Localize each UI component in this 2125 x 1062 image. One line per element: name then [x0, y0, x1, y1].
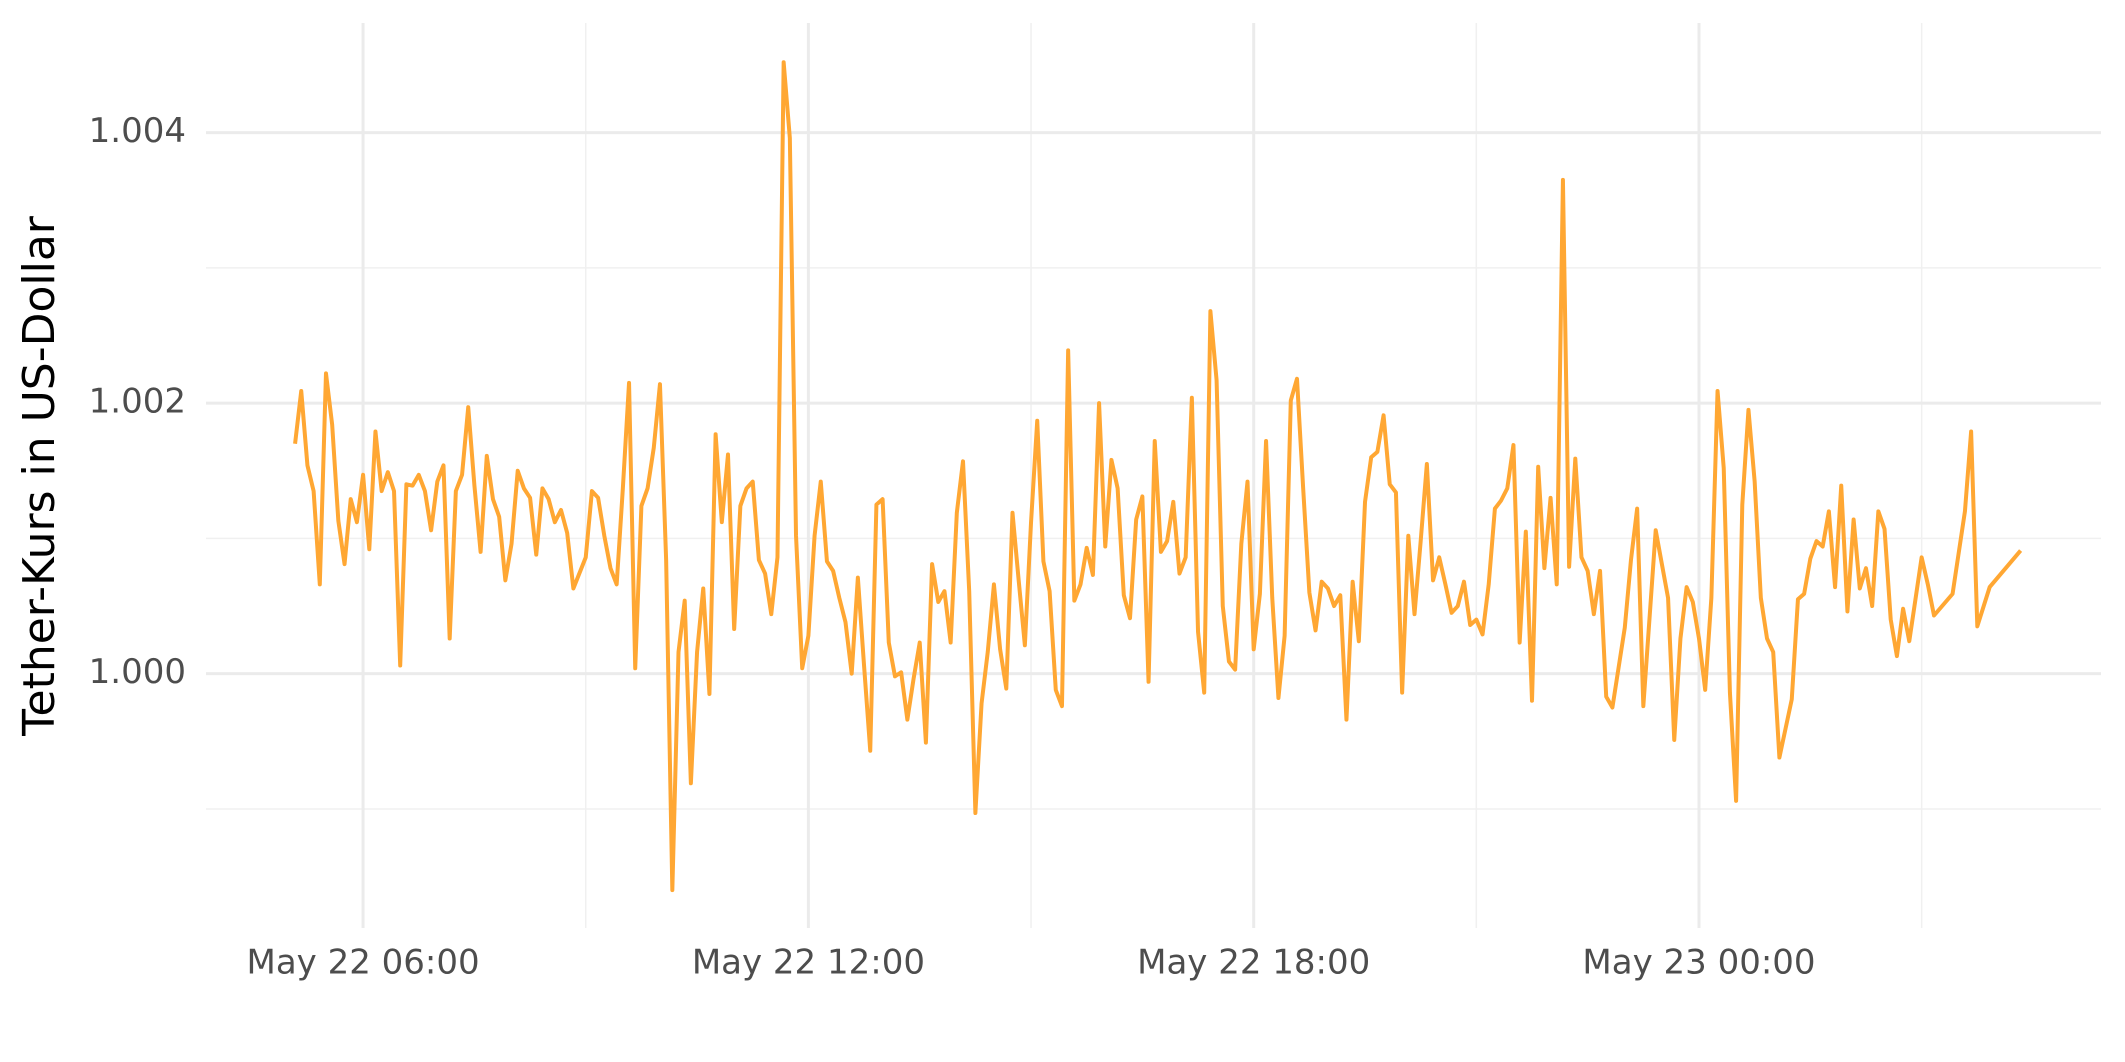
y-axis-title: Tether-Kurs in US-Dollar [14, 215, 65, 737]
x-tick-label: May 23 00:00 [1582, 943, 1815, 983]
x-tick-label: May 22 18:00 [1137, 943, 1370, 983]
y-tick-label: 1.000 [89, 652, 186, 692]
x-tick-label: May 22 12:00 [692, 943, 925, 983]
data-line [293, 60, 2023, 893]
x-tick-label: May 22 06:00 [247, 943, 480, 983]
y-tick-label: 1.002 [89, 382, 186, 422]
y-tick-label: 1.004 [89, 111, 186, 151]
